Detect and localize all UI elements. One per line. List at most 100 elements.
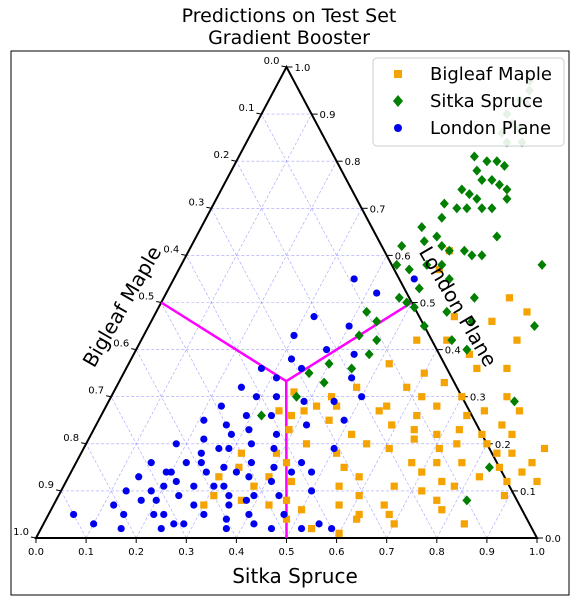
data-point-sitka-spruce xyxy=(324,358,334,369)
data-point-london-plane xyxy=(287,355,296,363)
tick-label-left: 0.7 xyxy=(88,386,104,397)
data-point-bigleaf-maple xyxy=(410,435,418,443)
data-point-london-plane xyxy=(197,459,205,467)
data-point-bigleaf-maple xyxy=(340,463,348,471)
data-point-sitka-spruce xyxy=(372,335,382,346)
chart-title-line2: Gradient Booster xyxy=(208,27,370,49)
grid-line-right-slant xyxy=(85,443,137,539)
data-point-bigleaf-maple xyxy=(450,313,458,321)
data-point-bigleaf-maple xyxy=(460,520,468,528)
data-point-sitka-spruce xyxy=(462,203,472,214)
data-point-london-plane xyxy=(117,524,125,533)
data-point-london-plane xyxy=(175,492,183,500)
data-point-bigleaf-maple xyxy=(383,402,391,410)
grid-line-right-slant xyxy=(110,396,187,539)
data-point-london-plane xyxy=(242,496,251,504)
data-point-london-plane xyxy=(200,435,208,443)
data-point-london-plane xyxy=(69,510,78,519)
data-point-bigleaf-maple xyxy=(500,492,509,500)
data-point-sitka-spruce xyxy=(469,292,479,303)
data-point-bigleaf-maple xyxy=(282,515,291,523)
data-point-sitka-spruce xyxy=(404,264,414,275)
data-point-sitka-spruce xyxy=(482,156,492,167)
grid-line-right-slant xyxy=(135,349,237,539)
data-point-sitka-spruce xyxy=(409,302,419,313)
data-point-sitka-spruce xyxy=(397,240,407,251)
data-point-london-plane xyxy=(222,421,230,429)
data-point-sitka-spruce xyxy=(364,349,374,360)
data-point-bigleaf-maple xyxy=(433,402,441,410)
data-point-london-plane xyxy=(182,459,190,467)
data-point-london-plane xyxy=(225,492,233,500)
data-point-london-plane xyxy=(160,510,168,519)
data-point-bigleaf-maple xyxy=(235,463,243,471)
data-point-london-plane xyxy=(190,482,198,490)
data-point-bigleaf-maple xyxy=(443,336,451,344)
data-point-sitka-spruce xyxy=(502,184,512,195)
data-point-bigleaf-maple xyxy=(265,501,273,509)
data-point-bigleaf-maple xyxy=(300,407,308,415)
tick-label-right: 0.1 xyxy=(520,487,536,498)
tick-label-right: 0.7 xyxy=(370,204,386,215)
tick-mark-left xyxy=(81,442,87,445)
data-point-bigleaf-maple xyxy=(390,520,398,528)
data-point-bigleaf-maple xyxy=(418,393,426,401)
data-point-london-plane xyxy=(327,524,336,533)
tick-label-bottom: 0.0 xyxy=(28,547,44,558)
tick-mark-left xyxy=(181,253,187,256)
data-point-sitka-spruce xyxy=(467,316,477,327)
data-point-london-plane xyxy=(225,501,233,509)
data-point-bigleaf-maple xyxy=(498,421,506,429)
decision-boundary-left xyxy=(160,301,287,383)
data-point-london-plane xyxy=(297,364,306,373)
data-point-london-plane xyxy=(350,350,358,358)
data-point-sitka-spruce xyxy=(472,165,482,176)
data-point-bigleaf-maple xyxy=(433,459,441,467)
data-point-london-plane xyxy=(200,416,208,424)
data-point-london-plane xyxy=(275,492,283,500)
data-point-london-plane xyxy=(358,393,366,401)
data-point-london-plane xyxy=(245,426,253,434)
tick-label-right: 0.9 xyxy=(320,110,336,121)
data-point-sitka-spruce xyxy=(419,321,429,332)
data-point-sitka-spruce xyxy=(439,198,449,209)
data-point-london-plane xyxy=(122,487,130,495)
tick-mark-left xyxy=(281,65,287,68)
data-point-bigleaf-maple xyxy=(433,496,441,504)
data-point-london-plane xyxy=(307,487,316,495)
data-point-bigleaf-maple xyxy=(403,383,411,391)
data-point-london-plane xyxy=(150,510,158,519)
data-point-bigleaf-maple xyxy=(307,524,316,533)
data-point-bigleaf-maple xyxy=(413,411,421,420)
data-point-bigleaf-maple xyxy=(353,383,361,391)
tick-label-right: 0.0 xyxy=(545,534,561,545)
data-point-bigleaf-maple xyxy=(210,492,218,500)
data-point-london-plane xyxy=(297,524,306,533)
data-point-bigleaf-maple xyxy=(435,265,443,274)
data-point-bigleaf-maple xyxy=(435,444,443,453)
tick-label-left: 0.4 xyxy=(163,244,179,255)
data-point-london-plane xyxy=(315,520,323,528)
data-point-london-plane xyxy=(272,430,281,438)
tick-label-left: 1.0 xyxy=(13,527,29,538)
data-point-london-plane xyxy=(373,289,381,297)
data-point-london-plane xyxy=(225,444,233,453)
tick-label-bottom: 0.9 xyxy=(479,547,495,558)
grid-line-right-slant xyxy=(186,255,337,539)
data-point-bigleaf-maple xyxy=(473,364,481,373)
data-point-bigleaf-maple xyxy=(375,407,383,415)
data-point-london-plane xyxy=(172,440,180,448)
data-point-sitka-spruce xyxy=(537,259,547,270)
axes-frame xyxy=(10,50,570,596)
data-point-bigleaf-maple xyxy=(540,444,549,453)
data-point-sitka-spruce xyxy=(419,236,429,247)
data-point-london-plane xyxy=(202,468,210,476)
data-point-london-plane xyxy=(190,501,198,509)
tick-label-left: 0.1 xyxy=(239,103,255,114)
data-point-sitka-spruce xyxy=(437,259,447,270)
data-point-sitka-spruce xyxy=(467,250,477,261)
data-point-bigleaf-maple xyxy=(237,496,246,504)
data-point-bigleaf-maple xyxy=(200,501,208,509)
data-point-london-plane xyxy=(250,520,258,528)
